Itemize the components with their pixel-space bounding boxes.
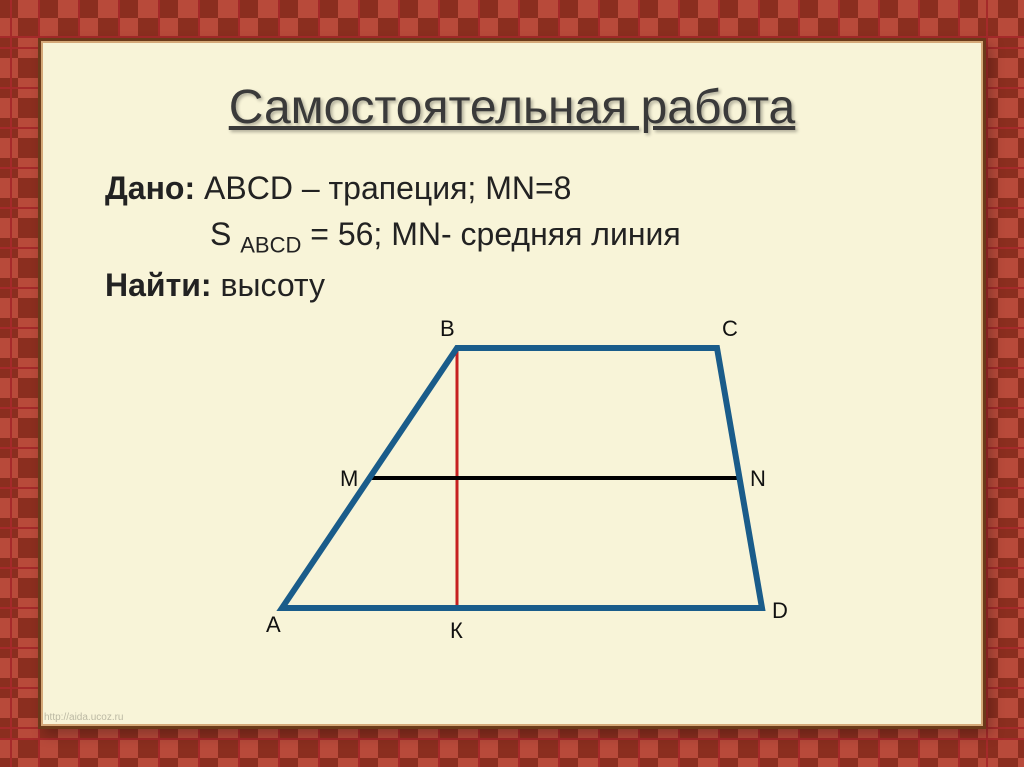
problem-text: Дано: ABCD – трапеция; MN=8 S ABCD = 56;…	[105, 165, 919, 308]
watermark: http://aida.ucoz.ru	[44, 712, 124, 723]
given-2b: = 56; MN- средняя линия	[301, 216, 680, 252]
label-B: В	[440, 316, 455, 342]
find-label: Найти:	[105, 267, 212, 303]
slide-frame: Самостоятельная работа Дано: ABCD – трап…	[0, 0, 1024, 767]
given-text-1: ABCD – трапеция; MN=8	[195, 170, 571, 206]
given-line-1: Дано: ABCD – трапеция; MN=8	[105, 165, 919, 211]
label-D: D	[772, 598, 788, 624]
given-label: Дано:	[105, 170, 195, 206]
label-C: С	[722, 316, 738, 342]
given-2a: S	[210, 216, 240, 252]
given-line-2: S ABCD = 56; MN- средняя линия	[210, 211, 919, 261]
label-N: N	[750, 466, 766, 492]
label-A: A	[266, 612, 281, 638]
find-line: Найти: высоту	[105, 262, 919, 308]
trapezoid-diagram: В С M N A D К	[232, 318, 792, 658]
diagram-svg	[232, 318, 792, 658]
find-text: высоту	[212, 267, 325, 303]
label-K: К	[450, 618, 463, 644]
given-2-sub: ABCD	[240, 233, 301, 258]
label-M: M	[340, 466, 358, 492]
content-area: Самостоятельная работа Дано: ABCD – трап…	[55, 55, 969, 712]
page-title: Самостоятельная работа	[105, 80, 919, 135]
